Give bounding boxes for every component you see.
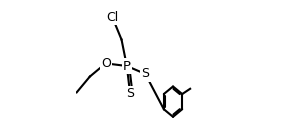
Text: Cl: Cl <box>106 11 118 24</box>
Text: S: S <box>141 67 149 80</box>
Text: P: P <box>123 60 131 72</box>
Text: S: S <box>126 87 134 100</box>
Text: O: O <box>101 57 111 70</box>
